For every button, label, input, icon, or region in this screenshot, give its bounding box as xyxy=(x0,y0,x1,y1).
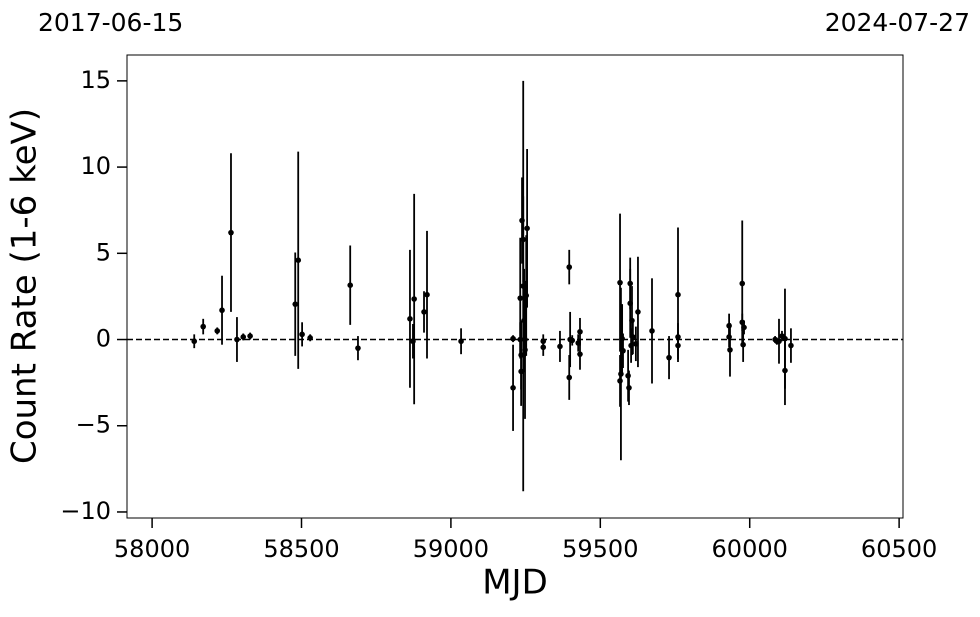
y-tick-label: −10 xyxy=(60,497,111,525)
x-tick-label: 60500 xyxy=(861,535,937,563)
data-point xyxy=(411,296,417,302)
data-point xyxy=(566,264,573,270)
x-tick-label: 58500 xyxy=(263,535,339,563)
data-point xyxy=(407,316,413,322)
data-point xyxy=(355,345,361,351)
data-point xyxy=(234,336,240,343)
y-tick-label: 15 xyxy=(80,66,111,94)
data-point xyxy=(519,217,525,224)
data-point xyxy=(739,319,746,326)
data-point xyxy=(617,279,623,286)
data-point xyxy=(675,291,681,298)
data-point xyxy=(299,331,305,338)
data-point xyxy=(540,344,547,351)
data-point xyxy=(620,347,626,354)
x-axis-label: MJD xyxy=(482,563,548,603)
data-point xyxy=(577,351,583,357)
data-point xyxy=(630,334,636,340)
data-point xyxy=(627,280,633,287)
data-point xyxy=(727,347,733,353)
data-point xyxy=(458,338,464,345)
data-point xyxy=(629,317,635,324)
x-tick-label: 60000 xyxy=(712,535,788,563)
data-point xyxy=(625,372,631,379)
data-point xyxy=(577,328,583,335)
data-point xyxy=(540,338,547,345)
data-point xyxy=(518,352,524,358)
data-point xyxy=(200,323,206,330)
data-point xyxy=(214,328,221,334)
data-point xyxy=(627,300,633,307)
y-tick-label: 0 xyxy=(96,325,111,353)
x-tick-label: 59000 xyxy=(413,535,489,563)
data-point xyxy=(675,342,681,349)
data-point xyxy=(219,307,225,314)
data-point xyxy=(788,342,794,349)
data-point xyxy=(228,229,234,236)
data-point xyxy=(726,334,732,340)
data-point xyxy=(617,378,623,384)
data-point xyxy=(295,257,302,264)
data-point xyxy=(518,368,524,375)
top-right-date: 2024-07-27 xyxy=(825,8,970,37)
data-point xyxy=(739,280,746,287)
y-tick-label: 10 xyxy=(80,152,111,180)
y-axis-label: Count Rate (1-6 keV) xyxy=(5,108,45,464)
y-tick-label: −5 xyxy=(76,411,111,439)
data-point xyxy=(522,347,528,353)
data-point xyxy=(410,338,416,345)
data-point xyxy=(240,334,247,340)
data-point xyxy=(675,334,681,340)
data-point xyxy=(307,335,313,341)
data-point xyxy=(292,301,299,307)
x-tick-label: 58000 xyxy=(114,535,190,563)
data-point xyxy=(776,338,782,345)
data-point xyxy=(521,317,527,324)
data-point xyxy=(247,333,253,339)
data-point xyxy=(726,322,732,329)
data-point xyxy=(782,367,788,374)
data-point xyxy=(522,336,528,343)
data-point xyxy=(517,295,524,301)
data-point xyxy=(523,292,530,299)
data-point xyxy=(524,225,530,232)
data-point xyxy=(782,335,788,342)
data-point xyxy=(626,385,632,391)
y-tick-label: 5 xyxy=(96,238,111,266)
data-point xyxy=(633,341,639,347)
data-point xyxy=(347,282,354,289)
data-point xyxy=(510,385,516,391)
data-point xyxy=(666,354,672,361)
top-left-date: 2017-06-15 xyxy=(38,8,183,37)
data-point xyxy=(520,236,527,243)
data-point xyxy=(520,283,527,289)
plot-frame xyxy=(126,54,904,519)
data-point xyxy=(510,335,516,342)
data-point xyxy=(569,337,576,344)
data-point xyxy=(421,309,427,315)
data-point xyxy=(740,341,746,348)
data-point xyxy=(517,336,524,343)
data-point xyxy=(635,309,641,315)
data-point xyxy=(575,340,581,346)
data-point xyxy=(741,324,747,331)
data-point xyxy=(628,342,634,349)
data-point xyxy=(649,328,655,334)
data-point xyxy=(618,371,624,377)
data-point xyxy=(619,335,625,342)
data-point xyxy=(191,338,198,345)
data-point xyxy=(566,374,573,381)
data-point xyxy=(424,291,430,298)
data-point xyxy=(557,343,563,350)
x-tick-label: 59500 xyxy=(562,535,638,563)
